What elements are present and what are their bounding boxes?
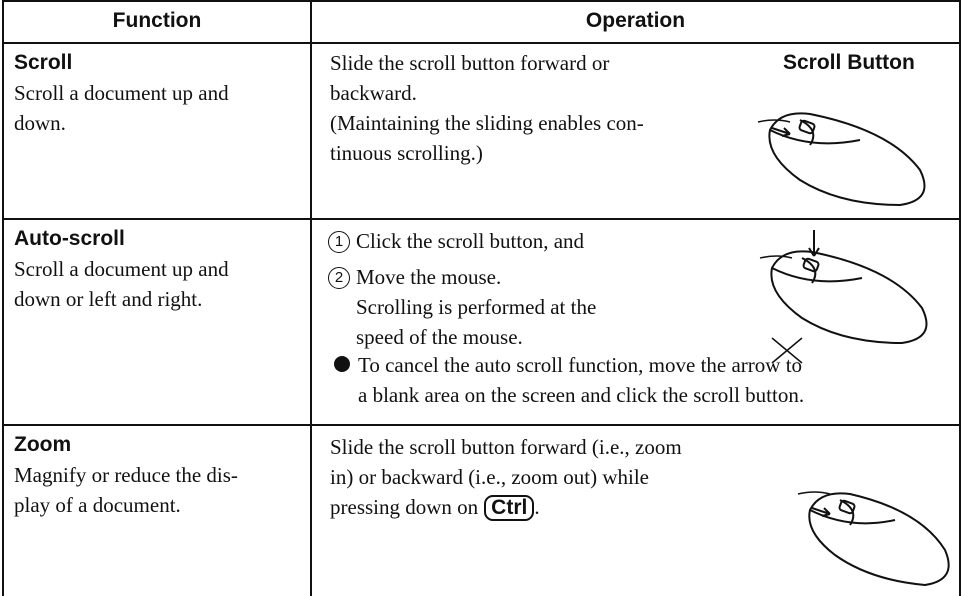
text-line: Slide the scroll button forward (i.e., z…: [330, 435, 682, 459]
mouse-icon: [759, 230, 928, 364]
text-line: backward.: [330, 81, 417, 105]
text-line: speed of the mouse.: [356, 325, 523, 349]
text-line: Magnify or reduce the dis-: [14, 463, 238, 487]
text-line: play of a document.: [14, 493, 181, 517]
border: [2, 42, 961, 44]
image-label: Scroll Button: [783, 51, 915, 74]
row-title: Auto-scroll: [14, 227, 125, 250]
text-line: Click the scroll button, and: [356, 229, 585, 253]
text: pressing down on: [330, 495, 479, 519]
text-line: (Maintaining the sliding enables con-: [330, 111, 644, 135]
header-cell: Function: [112, 9, 202, 32]
step-number: 1: [328, 231, 350, 253]
row-title: Scroll: [14, 51, 73, 74]
border: [2, 0, 4, 596]
text-line: a blank area on the screen and click the…: [358, 383, 805, 407]
text-line: tinuous scrolling.): [330, 141, 483, 165]
step: 2 Move the mouse.: [328, 262, 501, 292]
border: [310, 0, 312, 596]
text: .: [534, 495, 540, 519]
border: [2, 218, 961, 220]
header-cell: Operation: [585, 9, 686, 32]
text-line: down or left and right.: [14, 287, 203, 311]
mouse-icon: [797, 491, 950, 587]
text-line: Scrolling is performed at the: [356, 295, 597, 319]
text-line: down.: [14, 111, 66, 135]
border: [2, 0, 961, 2]
bullet: [334, 356, 350, 372]
mouse-icon: [757, 112, 926, 207]
key: Ctrl: [484, 495, 535, 521]
text-line: Scroll a document up and: [14, 81, 229, 105]
step-number: 2: [328, 267, 350, 289]
step: 1 Click the scroll button, and: [328, 226, 584, 256]
border: [2, 424, 961, 426]
border: [959, 0, 961, 596]
text-line: in) or backward (i.e., zoom out) while: [330, 465, 649, 489]
text-line: Slide the scroll button forward or: [330, 51, 610, 75]
text-line: To cancel the auto scroll function, move…: [358, 353, 803, 377]
text-line: Scroll a document up and: [14, 257, 229, 281]
text-line: Move the mouse.: [356, 265, 502, 289]
row-title: Zoom: [14, 433, 72, 456]
text-line: pressing down on Ctrl.: [330, 492, 540, 522]
